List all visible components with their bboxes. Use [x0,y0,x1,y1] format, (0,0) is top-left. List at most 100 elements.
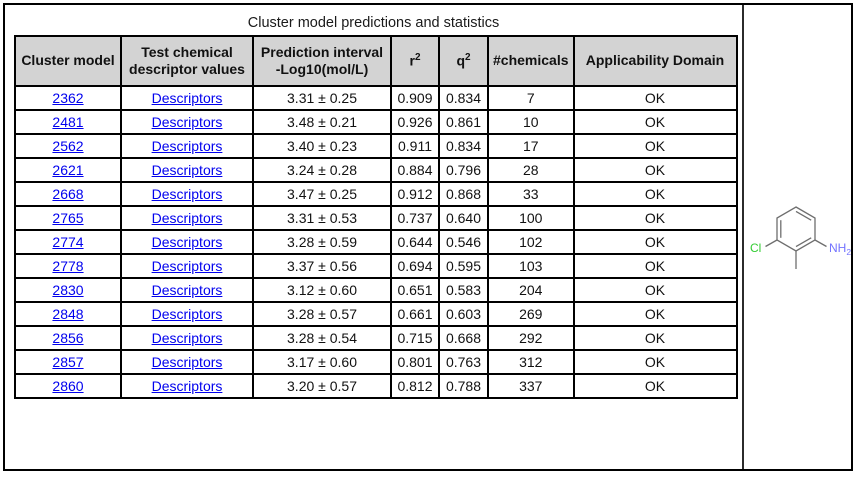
amine-label: NH2 [829,241,851,257]
chemicals-cell: 102 [487,229,575,255]
cluster-model-cell: 2481 [14,109,122,135]
prediction-interval-cell: 3.31 ± 0.53 [252,205,392,231]
applicability-domain-cell: OK [572,253,738,279]
header-prediction-interval-line1: Prediction interval [260,43,384,60]
chemicals-cell: 204 [487,277,575,303]
amine-bond [814,239,827,248]
chemicals-cell: 7 [487,85,575,111]
cluster-model-link[interactable]: 2668 [52,186,84,202]
table-row: 2362 Descriptors 3.31 ± 0.25 0.909 0.834… [14,85,738,111]
header-prediction-interval-line2: -Log10(mol/L) [275,61,369,77]
double-bond-bottom-right [795,237,812,248]
q2-cell: 0.668 [438,325,489,351]
descriptors-cell: Descriptors [120,325,254,351]
cluster-model-link[interactable]: 2778 [52,258,84,274]
cluster-model-link[interactable]: 2481 [52,114,84,130]
r2-cell: 0.884 [390,157,440,183]
structure-pane: Cl NH2 [742,5,851,469]
cluster-model-cell: 2860 [14,373,122,399]
table-row: 2774 Descriptors 3.28 ± 0.59 0.644 0.546… [14,229,738,255]
chemicals-cell: 312 [487,349,575,375]
applicability-domain-cell: OK [572,205,738,231]
descriptors-cell: Descriptors [120,373,254,399]
descriptors-cell: Descriptors [120,301,254,327]
descriptors-cell: Descriptors [120,133,254,159]
cluster-model-cell: 2856 [14,325,122,351]
q2-cell: 0.595 [438,253,489,279]
r2-cell: 0.909 [390,85,440,111]
descriptors-link[interactable]: Descriptors [151,162,223,178]
table-row: 2856 Descriptors 3.28 ± 0.54 0.715 0.668… [14,325,738,351]
descriptors-cell: Descriptors [120,229,254,255]
descriptors-link[interactable]: Descriptors [151,210,223,226]
descriptors-link[interactable]: Descriptors [151,330,223,346]
bond-group [765,206,827,269]
cluster-model-link[interactable]: 2830 [52,282,84,298]
applicability-domain-cell: OK [572,301,738,327]
chemicals-cell: 10 [487,109,575,135]
header-r2: r2 [390,35,440,87]
table-row: 2848 Descriptors 3.28 ± 0.57 0.661 0.603… [14,301,738,327]
cluster-model-link[interactable]: 2621 [52,162,84,178]
descriptors-link[interactable]: Descriptors [151,258,223,274]
r2-cell: 0.661 [390,301,440,327]
header-descriptor-values: Test chemical descriptor values [120,35,254,87]
descriptors-link[interactable]: Descriptors [151,90,223,106]
chemicals-cell: 337 [487,373,575,399]
table-header-row: Cluster model Test chemical descriptor v… [14,35,738,87]
results-pane: Cluster model predictions and statistics… [5,5,742,469]
cluster-model-link[interactable]: 2857 [52,354,84,370]
cluster-model-link[interactable]: 2765 [52,210,84,226]
descriptors-link[interactable]: Descriptors [151,138,223,154]
r2-cell: 0.694 [390,253,440,279]
table-row: 2860 Descriptors 3.20 ± 0.57 0.812 0.788… [14,373,738,399]
descriptors-cell: Descriptors [120,109,254,135]
applicability-domain-cell: OK [572,157,738,183]
cluster-model-cell: 2857 [14,349,122,375]
prediction-interval-cell: 3.37 ± 0.56 [252,253,392,279]
prediction-interval-cell: 3.28 ± 0.54 [252,325,392,351]
descriptors-link[interactable]: Descriptors [151,282,223,298]
molecule-svg: Cl NH2 [750,206,851,269]
prediction-interval-cell: 3.47 ± 0.25 [252,181,392,207]
q2-cell: 0.796 [438,157,489,183]
prediction-interval-cell: 3.12 ± 0.60 [252,277,392,303]
cluster-model-link[interactable]: 2562 [52,138,84,154]
r2-cell: 0.737 [390,205,440,231]
table-row: 2830 Descriptors 3.12 ± 0.60 0.651 0.583… [14,277,738,303]
applicability-domain-cell: OK [572,373,738,399]
applicability-domain-cell: OK [572,109,738,135]
cluster-statistics-table: Cluster model Test chemical descriptor v… [14,35,738,399]
applicability-domain-cell: OK [572,181,738,207]
table-row: 2765 Descriptors 3.31 ± 0.53 0.737 0.640… [14,205,738,231]
cluster-model-link[interactable]: 2774 [52,234,84,250]
r2-cell: 0.644 [390,229,440,255]
descriptors-link[interactable]: Descriptors [151,378,223,394]
descriptors-link[interactable]: Descriptors [151,234,223,250]
cluster-model-link[interactable]: 2362 [52,90,84,106]
descriptors-link[interactable]: Descriptors [151,306,223,322]
header-prediction-interval: Prediction interval -Log10(mol/L) [252,35,392,87]
table-row: 2562 Descriptors 3.40 ± 0.23 0.911 0.834… [14,133,738,159]
descriptors-link[interactable]: Descriptors [151,186,223,202]
cluster-model-link[interactable]: 2856 [52,330,84,346]
chemicals-cell: 292 [487,325,575,351]
chemicals-cell: 33 [487,181,575,207]
cluster-model-cell: 2765 [14,205,122,231]
header-q2: q2 [438,35,489,87]
cluster-model-link[interactable]: 2860 [52,378,84,394]
chemicals-cell: 103 [487,253,575,279]
r2-cell: 0.926 [390,109,440,135]
cluster-model-link[interactable]: 2848 [52,306,84,322]
q2-cell: 0.834 [438,85,489,111]
descriptors-cell: Descriptors [120,277,254,303]
table-row: 2778 Descriptors 3.37 ± 0.56 0.694 0.595… [14,253,738,279]
r2-cell: 0.651 [390,277,440,303]
r2-cell: 0.801 [390,349,440,375]
q2-cell: 0.603 [438,301,489,327]
descriptors-link[interactable]: Descriptors [151,114,223,130]
applicability-domain-cell: OK [572,325,738,351]
page-title: Cluster model predictions and statistics [247,15,500,31]
cluster-model-cell: 2778 [14,253,122,279]
descriptors-link[interactable]: Descriptors [151,354,223,370]
